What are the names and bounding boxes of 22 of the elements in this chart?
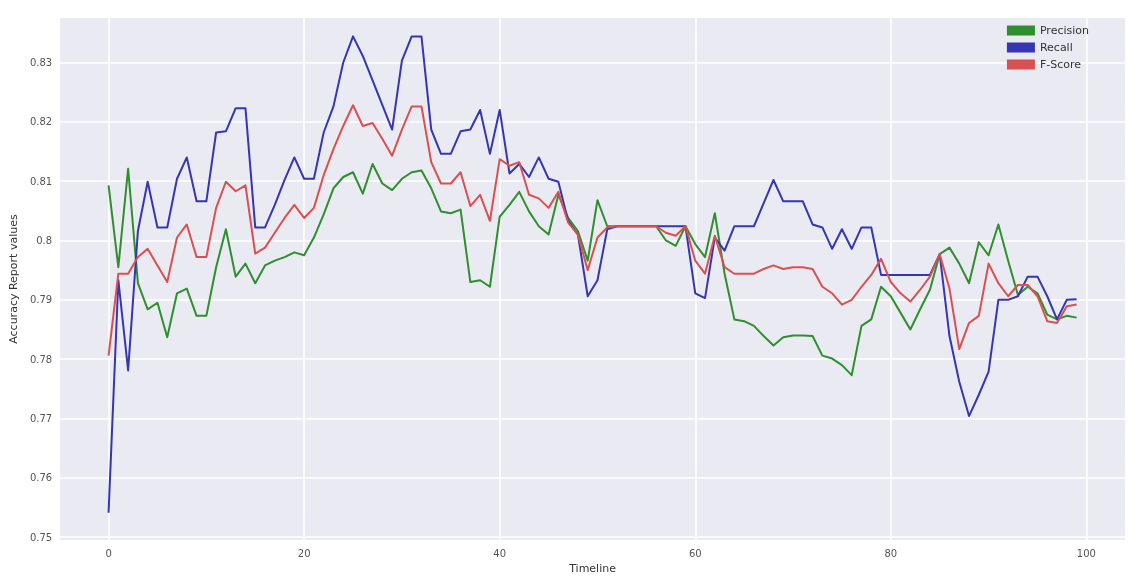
y-tick-label: 0.8 (36, 234, 53, 246)
x-tick-label: 60 (688, 547, 702, 559)
x-axis-title: Timeline (568, 562, 617, 575)
line-series (107, 162, 1078, 377)
x-tick-label: 100 (1076, 547, 1096, 559)
line-series (107, 104, 1078, 357)
y-tick-label: 0.79 (29, 294, 53, 306)
y-tick-label: 0.82 (29, 116, 53, 128)
legend-label: Recall (1039, 41, 1073, 54)
x-tick-label: 20 (297, 547, 311, 559)
x-tick-label: 80 (884, 547, 898, 559)
x-tick-label: 40 (493, 547, 507, 559)
y-tick-label: 0.81 (29, 175, 53, 187)
legend-label: F-Score (1039, 58, 1082, 71)
y-axis-title: Accuracy Report values (7, 214, 20, 344)
y-tick-label: 0.78 (29, 353, 53, 365)
y-tick-label: 0.83 (29, 57, 53, 68)
y-tick-label: 0.77 (29, 412, 53, 424)
y-tick-label: 0.76 (29, 472, 53, 484)
legend-label: Precision (1039, 24, 1090, 37)
x-tick-label: 0 (105, 547, 112, 559)
y-tick-label: 0.75 (29, 531, 53, 543)
